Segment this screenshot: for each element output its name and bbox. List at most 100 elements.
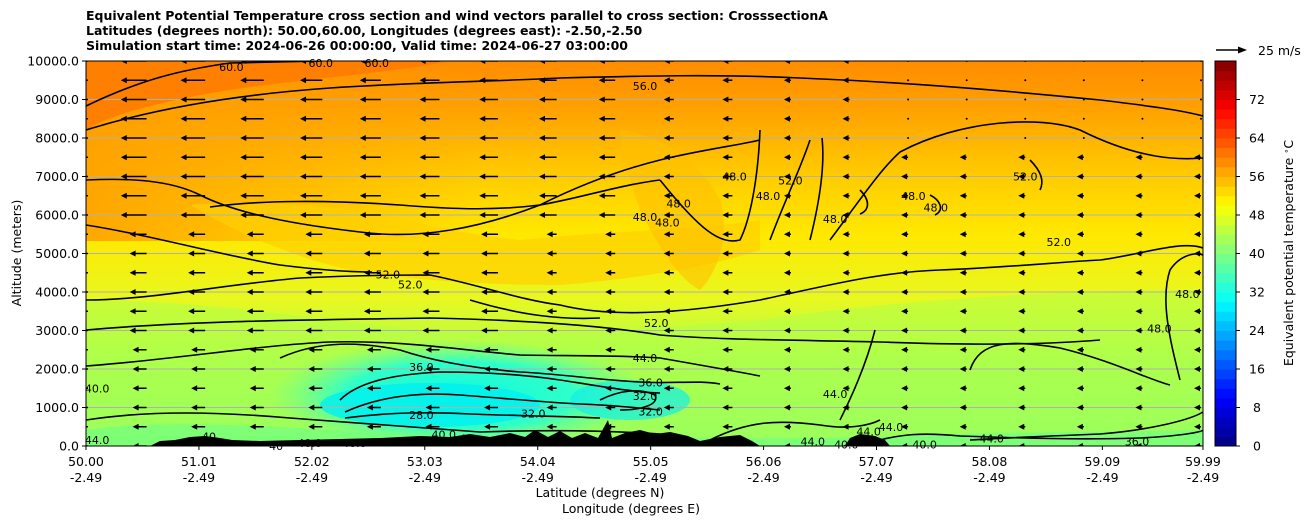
wind-vector-head	[481, 327, 488, 334]
wind-vector-head	[359, 77, 366, 84]
wind-vector	[1200, 79, 1202, 82]
wind-vector-head	[722, 327, 729, 334]
wind-vector-head	[783, 423, 790, 430]
wind-vector-head	[959, 443, 966, 446]
contour-label: 32.0	[633, 390, 658, 403]
wind-vector-head	[479, 115, 486, 122]
wind-vector-head	[901, 443, 908, 446]
wind-vector-head	[484, 346, 491, 353]
wind-vector-head	[246, 269, 253, 276]
wind-vector-head	[605, 231, 612, 238]
x-tick-label-lat: 55.05	[633, 454, 669, 469]
wind-vector-head	[1194, 192, 1200, 199]
wind-vector-head	[959, 173, 966, 180]
wind-vector-head	[359, 115, 366, 122]
wind-vector-head	[722, 115, 729, 122]
wind-vector-head	[363, 250, 370, 257]
contour-label: 52.0	[778, 174, 803, 187]
colorbar-band	[1215, 118, 1236, 129]
contour-label: 48.0	[823, 213, 848, 226]
contour-line	[599, 390, 657, 411]
wind-vector-head	[419, 192, 426, 199]
x-tick-label-lat: 54.04	[520, 454, 556, 469]
wind-vector-head	[539, 77, 546, 84]
wind-vector-head	[901, 269, 908, 276]
colorbar-band	[1215, 301, 1236, 312]
wind-vector-head	[188, 308, 195, 315]
contour-label: 40.0	[85, 382, 110, 395]
contour-labels: 60.0 60.0 60.056.052.052.048.048.048.048.0…	[85, 57, 1200, 453]
x-tick-label-lon: -2.49	[183, 470, 215, 485]
wind-vector-head	[663, 269, 670, 276]
wind-vector-head	[308, 385, 315, 392]
wind-vector-head	[783, 77, 790, 84]
wind-vector-head	[901, 231, 908, 238]
colorbar-band	[1215, 292, 1236, 303]
wind-vector-head	[663, 250, 670, 257]
wind-vector-head	[722, 135, 729, 141]
y-tick-label: 10000.0	[27, 54, 79, 69]
wind-vector-head	[479, 212, 486, 218]
wind-vector-head	[308, 423, 315, 430]
wind-vector	[1082, 79, 1085, 82]
wind-vector-head	[246, 308, 253, 315]
contour-label: 48.0	[666, 197, 691, 210]
wind-vector-head	[300, 96, 307, 103]
colorbar: 0 8 16 24 32 40 48 56 64 72	[1214, 60, 1265, 454]
wind-vector-head	[722, 346, 729, 353]
y-tick-label: 5000.0	[35, 246, 79, 261]
colorbar-band	[1215, 80, 1236, 91]
wind-vector-head	[901, 192, 908, 199]
wind-vector-head	[1018, 443, 1025, 446]
contour-line	[969, 342, 1171, 386]
wind-vector-head	[191, 385, 198, 392]
wind-vector-head	[120, 77, 127, 84]
wind-vector-head	[1135, 154, 1142, 161]
wind-vector-head	[1135, 173, 1142, 180]
contour-line	[469, 299, 601, 320]
colorbar-band	[1215, 61, 1236, 72]
wind-vector-head	[783, 308, 790, 315]
wind-vector-head	[842, 115, 849, 122]
wind-vector-head	[129, 327, 136, 334]
wind-vector	[965, 117, 968, 120]
colorbar-band	[1215, 70, 1236, 81]
wind-vector-head	[129, 250, 136, 257]
wind-vector-head	[240, 61, 247, 64]
wind-vector-head	[722, 289, 729, 295]
colorbar-band	[1215, 224, 1236, 235]
wind-vector-head	[240, 96, 247, 103]
wind-vector-head	[722, 192, 729, 199]
wind-vector-head	[240, 154, 247, 161]
wind-vector-head	[901, 385, 908, 392]
wind-vector-head	[663, 154, 670, 161]
contour-line	[86, 317, 1101, 345]
x-tick-label-lat: 53.03	[407, 454, 443, 469]
colorbar-tick-label: 16	[1249, 362, 1265, 377]
colorbar-tick-label: 40	[1249, 246, 1265, 261]
colorbar-band	[1215, 109, 1236, 120]
wind-vector-head	[1076, 231, 1083, 238]
wind-vector-head	[1194, 308, 1200, 315]
colorbar-band	[1215, 234, 1236, 245]
colorbar-band	[1215, 243, 1236, 254]
wind-vector-head	[546, 327, 553, 334]
contour-label: 40.0	[912, 438, 937, 451]
wind-vector-head	[188, 269, 195, 276]
wind-vector-head	[1135, 308, 1142, 315]
wind-vector-head	[249, 385, 256, 392]
wind-vector-head	[605, 327, 612, 334]
wind-vector-head	[842, 250, 849, 257]
contour-label: 52.0	[1047, 236, 1072, 249]
wind-vector-head	[188, 289, 195, 295]
wind-vector-head	[598, 96, 605, 103]
colorbar-band	[1215, 282, 1236, 293]
y-tick-label: 4000.0	[35, 285, 79, 300]
contour-label: 44.0	[879, 421, 904, 434]
wind-vector-head	[246, 327, 253, 334]
wind-vector-head	[300, 212, 307, 218]
wind-vector-head	[546, 250, 553, 257]
wind-vector-head	[1018, 366, 1025, 372]
contour-line	[969, 411, 1203, 441]
wind-vector-head	[363, 327, 370, 334]
